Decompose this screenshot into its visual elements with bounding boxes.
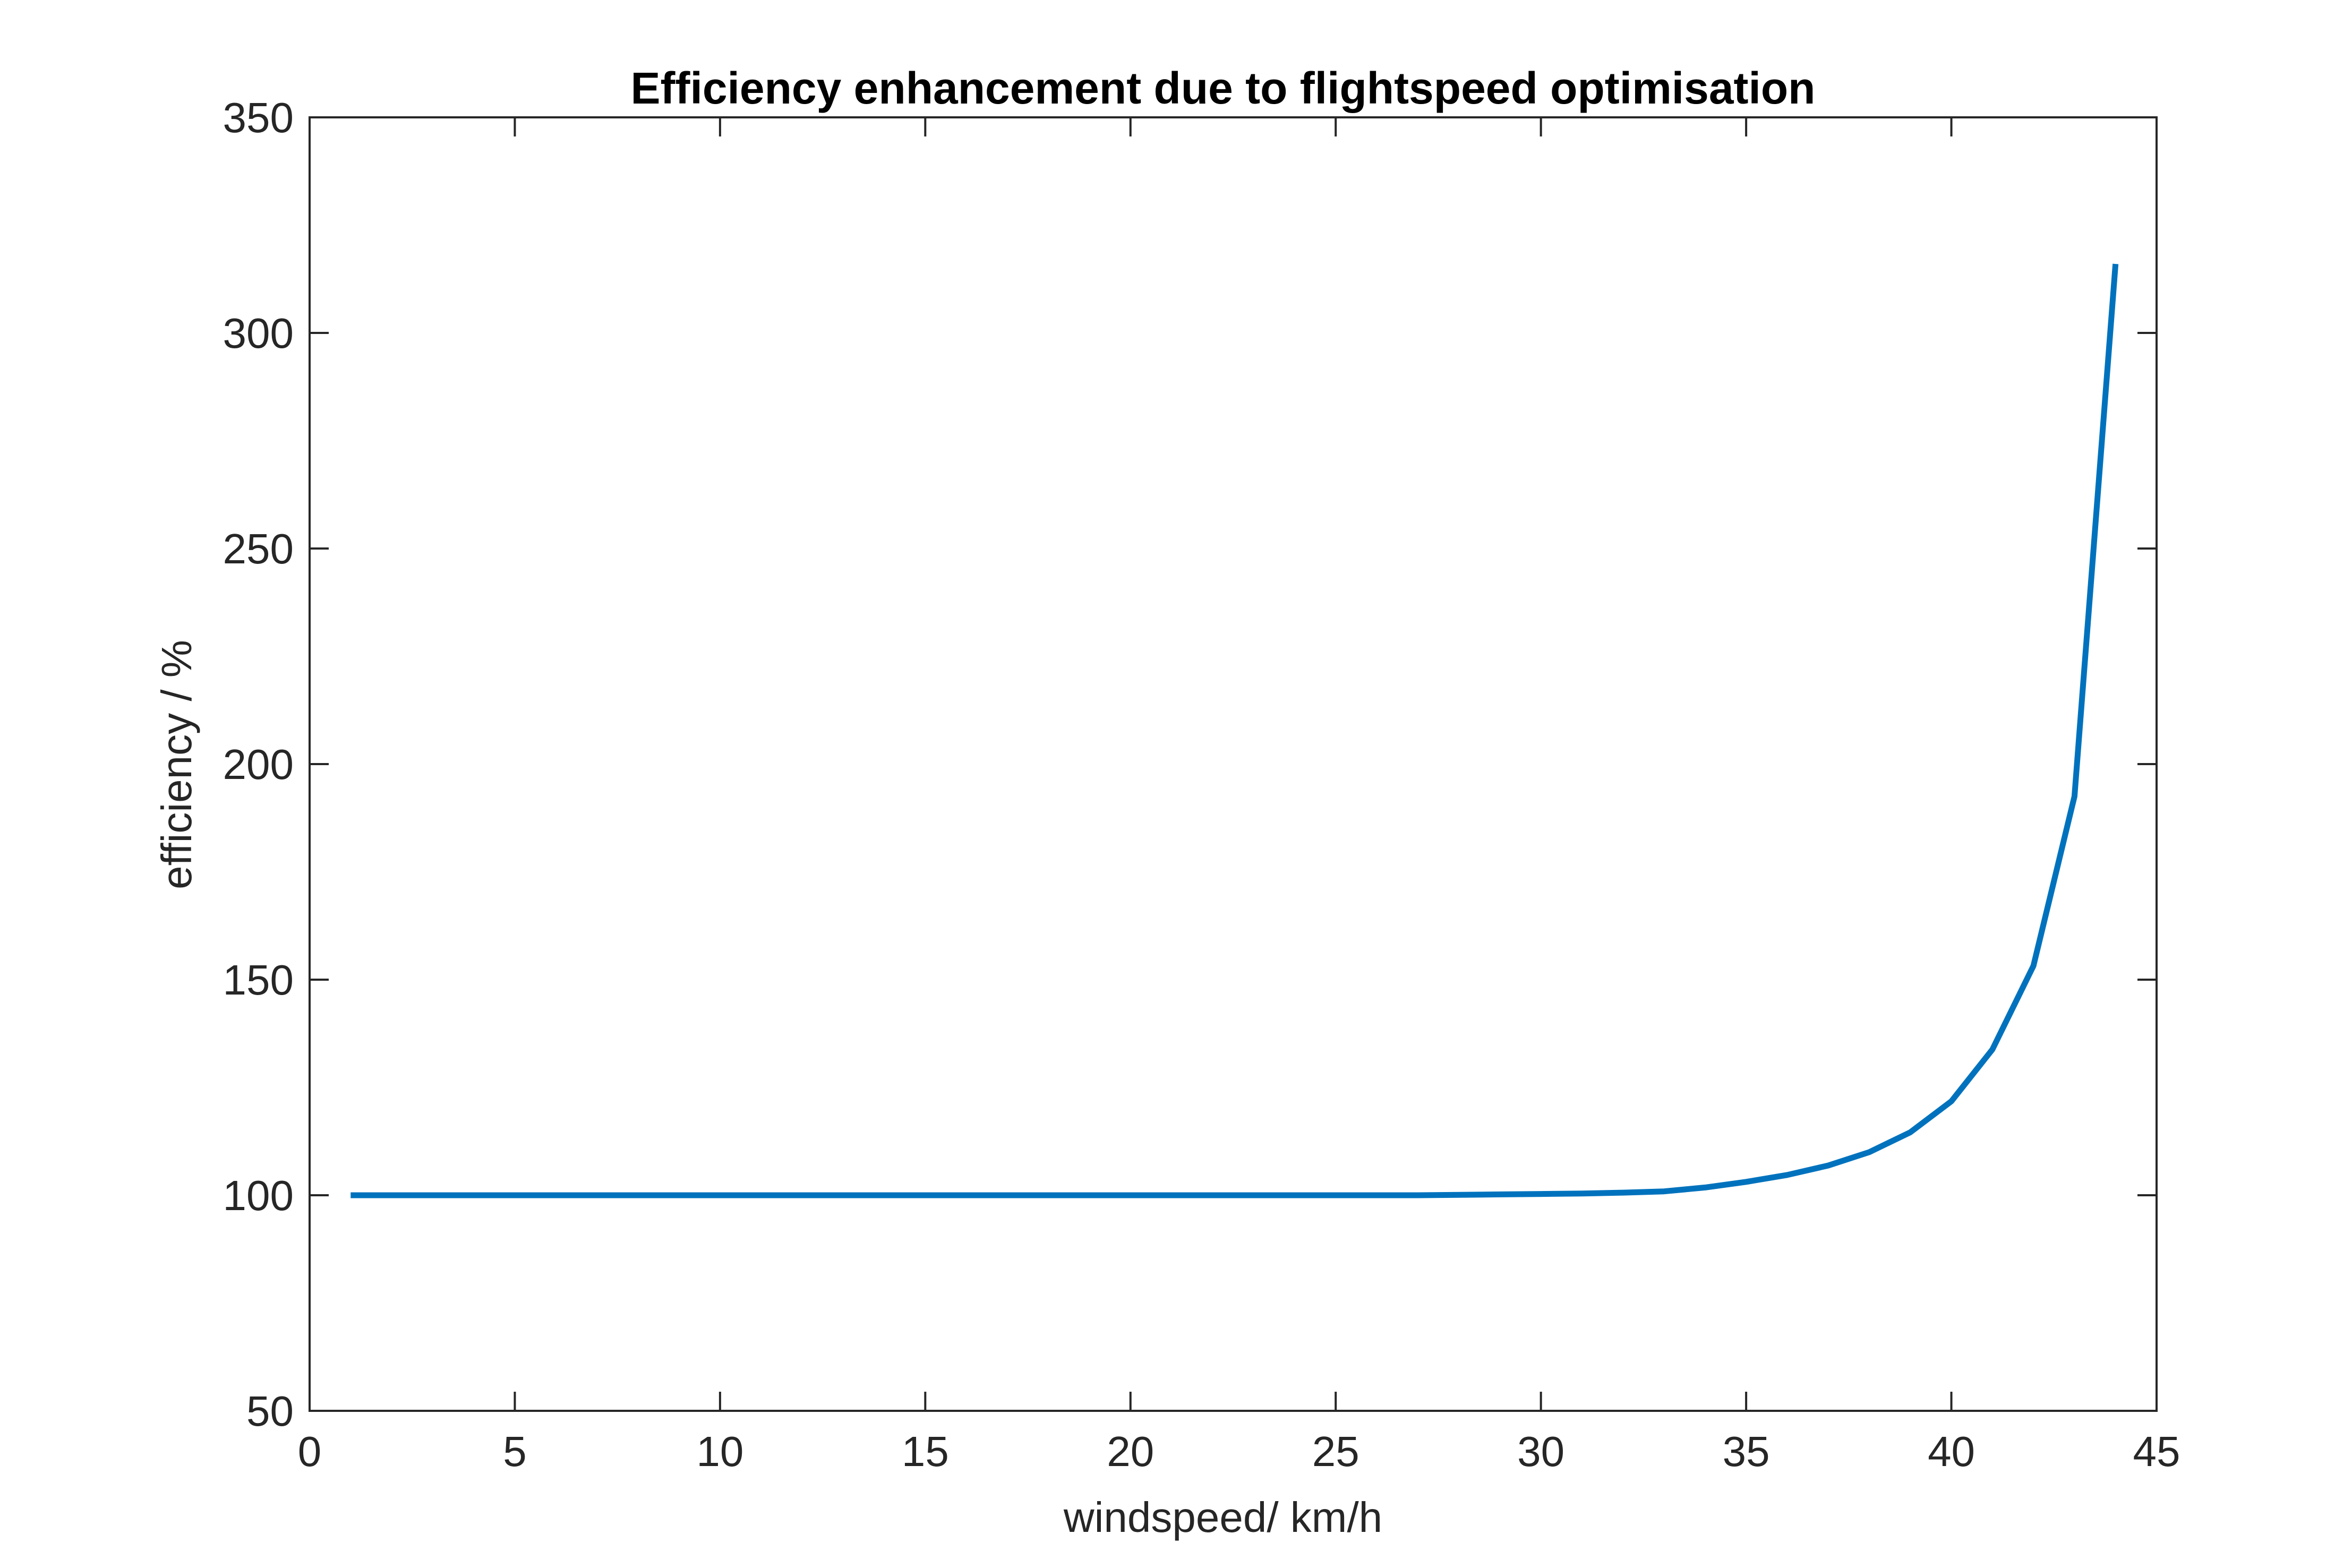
x-tick-label: 15	[902, 1428, 949, 1475]
chart-title: Efficiency enhancement due to flightspee…	[631, 63, 1816, 113]
plot-area	[350, 263, 2119, 1198]
x-tick-label: 40	[1928, 1428, 1975, 1475]
x-tick-label: 5	[503, 1428, 527, 1475]
y-tick-label: 300	[223, 310, 294, 357]
y-axis-label: efficiency / %	[153, 640, 200, 889]
series-line-1	[350, 263, 2119, 1198]
x-tick-label: 35	[1723, 1428, 1770, 1475]
x-tick-label: 30	[1517, 1428, 1564, 1475]
tick-labels: 0 5 10 15 20 25 30 35 40 45 50 100 150 200 250 300 350	[223, 94, 2180, 1475]
y-tick-label: 50	[246, 1387, 294, 1435]
y-tick-label: 100	[223, 1172, 294, 1219]
y-tick-label: 250	[223, 525, 294, 572]
y-tick-label: 350	[223, 94, 294, 141]
x-tick-label: 20	[1107, 1428, 1154, 1475]
axes-frame	[309, 116, 2158, 1412]
x-tick-label: 0	[298, 1428, 322, 1475]
x-axis-label: windspeed/ km/h	[1063, 1494, 1382, 1541]
y-tick-label: 200	[223, 741, 294, 788]
y-tick-label: 150	[223, 956, 294, 1004]
x-tick-label: 45	[2133, 1428, 2180, 1475]
x-tick-label: 10	[696, 1428, 743, 1475]
axis-ticks	[309, 116, 2158, 1412]
x-tick-label: 25	[1312, 1428, 1359, 1475]
